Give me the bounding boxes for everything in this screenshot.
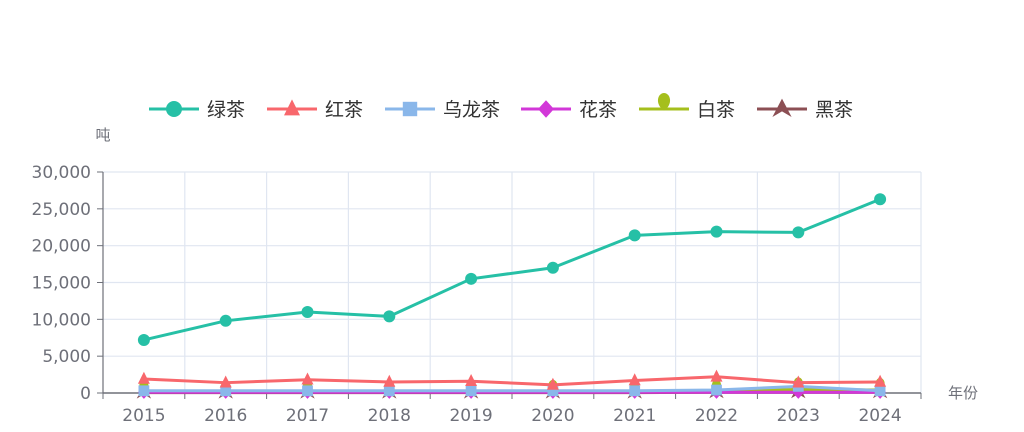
legend[interactable]: 绿茶 红茶 乌龙茶 花茶 白茶 黑茶 bbox=[149, 93, 853, 121]
legend-label: 黑茶 bbox=[815, 99, 853, 121]
legend-item[interactable]: 黑茶 bbox=[757, 99, 853, 121]
data-point[interactable] bbox=[302, 385, 313, 396]
legend-label: 绿茶 bbox=[207, 99, 245, 121]
x-tick-label: 2023 bbox=[777, 406, 820, 426]
x-tick-label: 2019 bbox=[449, 406, 492, 426]
legend-marker[interactable] bbox=[538, 100, 554, 118]
legend-marker[interactable] bbox=[166, 101, 182, 117]
data-point[interactable] bbox=[302, 306, 314, 318]
data-point[interactable] bbox=[220, 315, 232, 327]
legend-item[interactable]: 绿茶 bbox=[149, 99, 245, 121]
x-tick-label: 2018 bbox=[368, 406, 411, 426]
data-point[interactable] bbox=[875, 385, 886, 396]
data-point[interactable] bbox=[874, 193, 886, 205]
y-tick-label: 10,000 bbox=[32, 310, 91, 330]
y-tick-label: 20,000 bbox=[32, 237, 91, 257]
x-tick-label: 2022 bbox=[695, 406, 738, 426]
data-point[interactable] bbox=[629, 229, 641, 241]
y-tick-label: 0 bbox=[80, 384, 91, 404]
y-tick-label: 30,000 bbox=[32, 163, 91, 183]
grid bbox=[103, 172, 921, 393]
legend-item[interactable]: 乌龙茶 bbox=[385, 99, 500, 121]
x-tick-label: 2021 bbox=[613, 406, 656, 426]
y-tick-label: 25,000 bbox=[32, 200, 91, 220]
legend-marker[interactable] bbox=[403, 102, 417, 116]
x-tick-label: 2024 bbox=[858, 406, 901, 426]
data-point[interactable] bbox=[139, 385, 150, 396]
data-point[interactable] bbox=[711, 385, 722, 396]
y-tick-label: 5,000 bbox=[42, 347, 91, 367]
data-point[interactable] bbox=[465, 273, 477, 285]
legend-label: 红茶 bbox=[325, 99, 363, 121]
y-axis-title: 吨 bbox=[95, 126, 110, 144]
legend-label: 乌龙茶 bbox=[443, 99, 500, 121]
data-point[interactable] bbox=[466, 385, 477, 396]
legend-item[interactable]: 红茶 bbox=[267, 99, 363, 121]
x-tick-label: 2017 bbox=[286, 406, 329, 426]
data-point[interactable] bbox=[384, 385, 395, 396]
x-axis-title: 年份 bbox=[948, 384, 978, 402]
legend-marker[interactable] bbox=[284, 99, 300, 115]
x-tick-label: 2015 bbox=[122, 406, 165, 426]
legend-label: 花茶 bbox=[579, 99, 617, 121]
legend-item[interactable]: 白茶 bbox=[639, 93, 735, 121]
legend-item[interactable]: 花茶 bbox=[521, 99, 617, 121]
x-tick-label: 2016 bbox=[204, 406, 247, 426]
y-tick-label: 15,000 bbox=[32, 274, 91, 294]
x-tick-label: 2020 bbox=[531, 406, 574, 426]
data-point[interactable] bbox=[138, 334, 150, 346]
data-point[interactable] bbox=[547, 262, 559, 274]
data-point[interactable] bbox=[629, 385, 640, 396]
data-point[interactable] bbox=[711, 226, 723, 238]
data-point[interactable] bbox=[383, 310, 395, 322]
data-point[interactable] bbox=[792, 226, 804, 238]
legend-label: 白茶 bbox=[697, 99, 735, 121]
